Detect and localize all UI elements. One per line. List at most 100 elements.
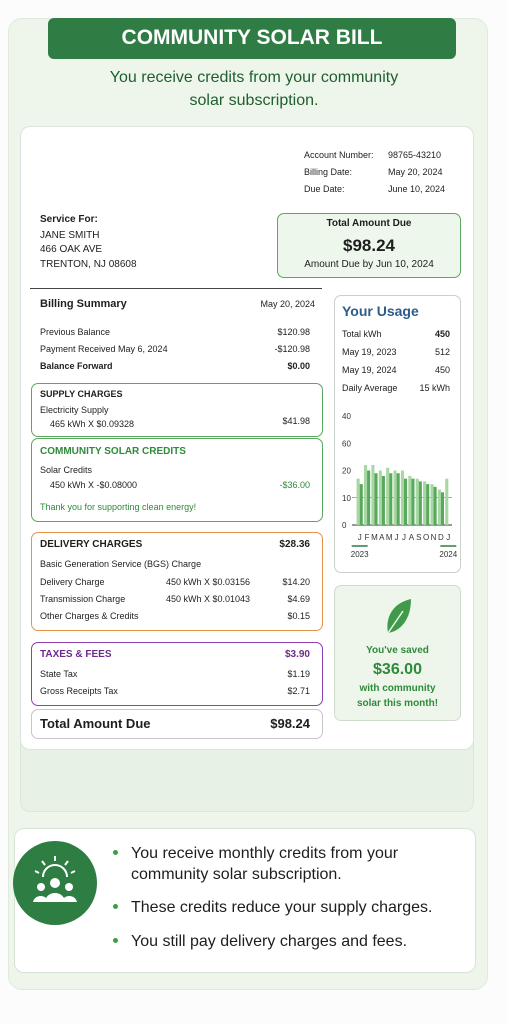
bullet-dot — [113, 938, 118, 943]
usage-card — [334, 295, 461, 573]
summary-value: $120.98 — [277, 327, 310, 337]
account-label: Billing Date: — [304, 167, 353, 177]
usage-value: 15 kWh — [419, 383, 450, 393]
supply-detail: 465 kWh X $0.09328 — [50, 419, 135, 429]
service-line: TRENTON, NJ 08608 — [40, 259, 137, 270]
solar-note: Thank you for supporting clean energy! — [40, 502, 197, 512]
bar — [367, 470, 371, 525]
usage-value: 450 — [434, 329, 450, 339]
bar — [426, 484, 430, 525]
x-tick-label: A — [379, 533, 385, 542]
x-tick-label: A — [409, 533, 415, 542]
bar — [356, 478, 360, 525]
delivery-title: DELIVERY CHARGES — [40, 539, 143, 550]
supply-amount: $41.98 — [282, 416, 310, 426]
x-tick-label: J — [402, 533, 406, 542]
x-tick-label: N — [431, 533, 437, 542]
bar — [400, 470, 404, 525]
delivery-value: $14.20 — [282, 577, 310, 587]
y-tick-label: 60 — [342, 439, 351, 448]
total-box-note: Amount Due by Jun 10, 2024 — [304, 259, 434, 270]
total-box-amount: $98.24 — [343, 236, 395, 255]
summary-label: Balance Forward — [40, 361, 113, 371]
community-icon — [13, 841, 97, 925]
bullet-text: You still pay delivery charges and fees. — [131, 933, 408, 950]
usage-title: Your Usage — [342, 303, 419, 319]
supply-box — [31, 383, 323, 437]
delivery-label: Transmission Charge — [40, 594, 126, 604]
bar — [396, 473, 400, 525]
taxes-amount: $3.90 — [284, 649, 310, 660]
x-tick-label: M — [371, 533, 378, 542]
usage-label: May 19, 2024 — [342, 365, 397, 375]
supply-title: SUPPLY CHARGES — [40, 389, 123, 399]
total-box-title: Total Amount Due — [326, 218, 412, 229]
bar — [374, 473, 378, 525]
tax-label: State Tax — [40, 669, 78, 679]
year-label: 2023 — [351, 550, 369, 559]
total-box — [277, 213, 461, 278]
bar — [445, 478, 449, 525]
service-line: JANE SMITH — [40, 230, 100, 241]
account-value: 98765-43210 — [388, 150, 442, 160]
account-label: Account Number: — [304, 150, 374, 160]
y-tick-label: 20 — [342, 467, 351, 476]
service-label: Service For: — [40, 214, 98, 225]
delivery-value: $4.69 — [287, 594, 310, 604]
taxes-box — [31, 642, 323, 706]
usage-value: 450 — [434, 365, 450, 375]
bullet-text: You receive monthly credits from your co… — [131, 845, 399, 883]
summary-label: Payment Received May 6, 2024 — [40, 344, 168, 354]
bar — [408, 475, 412, 525]
savings-text: with community — [359, 683, 436, 694]
bar — [423, 481, 427, 525]
total-amount: $98.24 — [270, 716, 310, 731]
tax-label: Gross Receipts Tax — [40, 686, 118, 696]
subtitle: solar subscription. — [189, 92, 319, 109]
tax-value: $1.19 — [287, 669, 310, 679]
x-tick-label: D — [438, 533, 444, 542]
savings-text: solar this month! — [356, 698, 439, 709]
bar — [404, 478, 408, 525]
summary-value: -$120.98 — [274, 344, 310, 354]
solar-detail: 450 kWh X -$0.08000 — [50, 480, 138, 490]
bar — [381, 475, 385, 525]
savings-text: You've saved — [366, 645, 429, 656]
total-row — [31, 709, 323, 739]
summary-value: $0.00 — [287, 361, 310, 371]
y-tick-label: 0 — [342, 521, 347, 530]
x-tick-label: J — [358, 533, 362, 542]
x-tick-label: J — [395, 533, 399, 542]
delivery-detail: 450 kWh X $0.03156 — [166, 577, 251, 587]
bar — [393, 470, 397, 525]
divider — [30, 288, 322, 289]
delivery-label: Basic Generation Service (BGS) Charge — [40, 559, 202, 569]
total-label: Total Amount Due — [40, 716, 151, 731]
bar — [437, 489, 441, 525]
bar — [386, 467, 390, 525]
solar-title: COMMUNITY SOLAR CREDITS — [40, 446, 186, 457]
header-bar — [48, 18, 456, 59]
delivery-box — [31, 532, 323, 631]
bullet-text: These credits reduce your supply charges… — [131, 899, 433, 916]
usage-label: Daily Average — [342, 383, 398, 393]
solar-box — [31, 438, 323, 522]
tax-value: $2.71 — [287, 686, 310, 696]
account-value: June 10, 2024 — [388, 184, 446, 194]
bar — [440, 492, 445, 525]
bar — [363, 465, 368, 525]
solar-item: Solar Credits — [40, 465, 93, 475]
delivery-value: $0.15 — [287, 611, 310, 621]
delivery-amount: $28.36 — [279, 539, 310, 550]
bullet-dot — [113, 850, 118, 855]
summary-date: May 20, 2024 — [260, 299, 315, 309]
x-tick-label: O — [423, 533, 429, 542]
bar — [415, 478, 419, 525]
leaf-icon — [387, 599, 411, 634]
usage-label: Total kWh — [342, 329, 382, 339]
bar — [359, 484, 363, 525]
y-tick-label: 40 — [342, 412, 351, 421]
savings-amount: $36.00 — [373, 661, 422, 678]
y-tick-label: 10 — [342, 494, 351, 503]
